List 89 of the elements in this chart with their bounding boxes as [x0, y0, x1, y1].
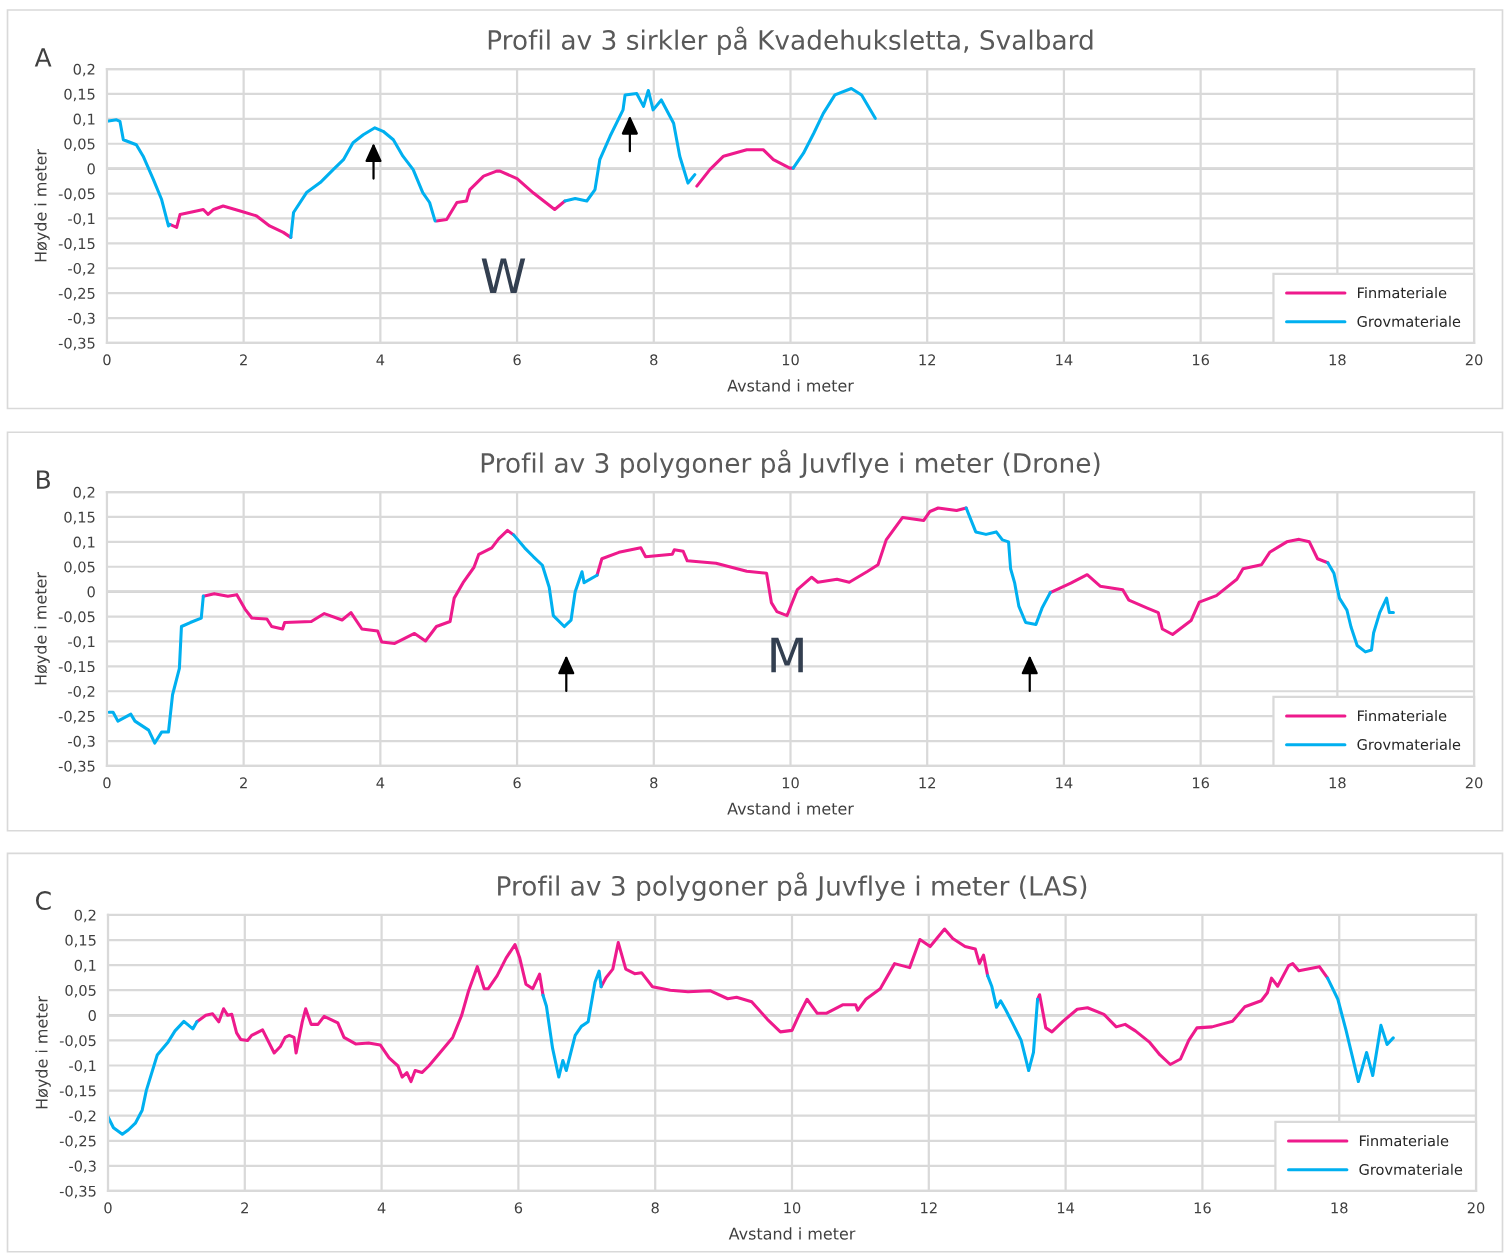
y-tick-label: -0,15	[58, 661, 95, 674]
y-tick-label: -0,2	[69, 1110, 96, 1123]
chart-title: Profil av 3 polygoner på Juvflye i meter (LAS)	[498, 872, 1087, 901]
x-tick-label: 16	[1192, 354, 1209, 366]
y-tick-label: 0,05	[64, 561, 95, 574]
y-tick-label: -0,05	[58, 611, 95, 624]
x-tick-label: 14	[1056, 777, 1073, 789]
y-tick-label: 0,1	[73, 113, 95, 127]
x-tick-label: 0	[103, 777, 111, 789]
x-tick-label: 4	[376, 777, 385, 789]
text: C	[35, 891, 51, 911]
x-tick-label: 2	[240, 777, 247, 789]
y-tick-label: -0,15	[58, 238, 95, 251]
chart-title: Profil av 3 sirkler på Kvadehuksletta, Svalbard	[488, 26, 1093, 56]
y-tick-label: -0,35	[58, 760, 95, 774]
x-tick-label: 12	[921, 1202, 937, 1214]
y-axis-title: Høyde i meter	[34, 572, 50, 685]
x-tick-label: 20	[1465, 354, 1483, 366]
y-tick-label: -0,35	[58, 337, 95, 351]
y-tick-label: 0,15	[64, 88, 95, 102]
x-tick-label: 12	[919, 354, 936, 366]
y-tick-label: 0,15	[65, 934, 96, 948]
x-tick-label: 10	[784, 1202, 801, 1214]
chart-title: Profil av 3 polygoner på Juvflye i meter (Drone)	[481, 449, 1100, 479]
x-tick-label: 6	[514, 1202, 523, 1214]
y-tick-label: -0,25	[58, 710, 95, 724]
y-tick-label: -0,1	[68, 636, 95, 649]
legend-label: Finmateriale	[1358, 710, 1447, 722]
y-tick-label: 0	[87, 163, 95, 175]
y-tick-label: 0	[87, 586, 95, 598]
x-tick-label: 2	[241, 1202, 248, 1214]
y-tick-label: 0,05	[65, 984, 96, 998]
x-tick-label: 8	[651, 1202, 659, 1214]
y-tick-label: -0,05	[58, 188, 95, 201]
y-tick-label: 0	[88, 1010, 96, 1022]
y-tick-label: 0,2	[73, 63, 95, 77]
x-tick-label: 14	[1057, 1202, 1075, 1214]
text: B	[37, 470, 50, 489]
x-tick-label: 8	[650, 354, 658, 366]
y-tick-label: -0,3	[68, 312, 95, 326]
x-axis-title: Avstand i meter	[727, 379, 854, 392]
legend-label: Grovmateriale	[1357, 738, 1461, 751]
y-tick-label: -0,1	[69, 1060, 96, 1073]
y-axis-title: Høyde i meter	[35, 996, 51, 1109]
x-tick-label: 0	[104, 1202, 112, 1214]
x-axis-title: Avstand i meter	[727, 802, 854, 815]
text: A	[34, 48, 52, 67]
y-tick-label: 0,15	[64, 511, 95, 525]
legend-label: Finmateriale	[1358, 287, 1447, 299]
x-tick-label: 18	[1329, 777, 1346, 789]
y-tick-label: -0,25	[58, 287, 95, 301]
x-tick-label: 18	[1329, 354, 1346, 366]
x-tick-label: 20	[1467, 1202, 1485, 1214]
x-tick-label: 6	[513, 354, 521, 366]
y-tick-label: -0,2	[68, 685, 95, 699]
legend-label: Grovmateriale	[1357, 315, 1461, 327]
y-tick-label: -0,35	[59, 1185, 96, 1199]
x-tick-label: 10	[782, 777, 799, 789]
x-tick-label: 18	[1331, 1202, 1348, 1214]
x-tick-label: 16	[1192, 777, 1209, 789]
x-tick-label: 2	[240, 354, 247, 366]
y-axis-title: Høyde i meter	[34, 149, 50, 262]
y-tick-label: -0,25	[59, 1135, 96, 1149]
y-tick-label: 0,05	[64, 138, 95, 151]
x-tick-label: 10	[782, 354, 799, 366]
x-tick-label: 0	[103, 354, 111, 366]
y-tick-label: -0,3	[68, 735, 95, 749]
x-tick-label: 20	[1465, 777, 1483, 789]
annotation: W	[481, 258, 526, 293]
y-tick-label: -0,3	[69, 1160, 96, 1174]
y-tick-label: 0,1	[74, 959, 96, 973]
y-tick-label: 0,2	[74, 909, 96, 923]
y-tick-label: 0,2	[73, 486, 95, 500]
x-tick-label: 12	[919, 777, 936, 789]
y-tick-label: -0,2	[68, 262, 95, 276]
x-tick-label: 4	[377, 1202, 386, 1214]
legend-label: Grovmateriale	[1359, 1163, 1463, 1176]
x-tick-label: 14	[1056, 354, 1073, 366]
x-tick-label: 8	[650, 777, 658, 789]
x-axis-title: Avstand i meter	[728, 1227, 856, 1240]
x-tick-label: 16	[1194, 1202, 1211, 1214]
y-tick-label: -0,05	[59, 1035, 96, 1048]
y-tick-label: 0,1	[73, 536, 95, 550]
y-tick-label: -0,1	[68, 213, 95, 226]
x-tick-label: 6	[513, 777, 521, 789]
annotation: M	[771, 637, 803, 673]
legend-label: Finmateriale	[1359, 1135, 1449, 1147]
y-tick-label: -0,15	[59, 1085, 96, 1098]
x-tick-label: 4	[376, 354, 385, 366]
